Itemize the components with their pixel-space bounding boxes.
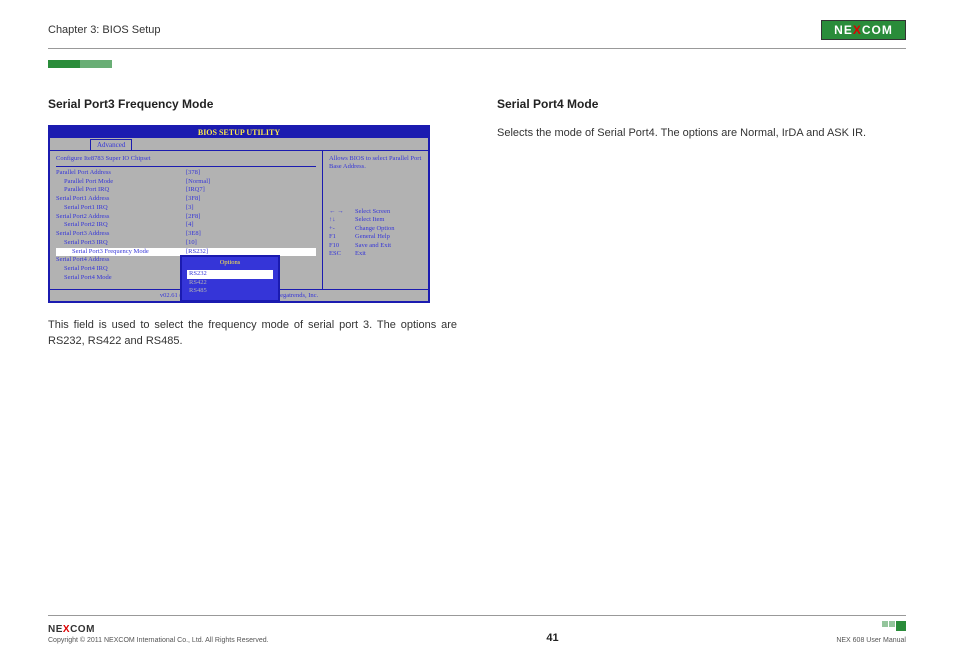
bios-nav-row: ← →Select Screen xyxy=(329,208,422,216)
bios-subtitle: Configure Ite8783 Super IO Chipset xyxy=(56,155,316,164)
page-footer: NEXCOM Copyright © 2011 NEXCOM Internati… xyxy=(48,615,906,644)
bios-nav-row: F1General Help xyxy=(329,233,422,241)
bios-options-popup: Options RS232RS422RS485 xyxy=(180,255,280,302)
bios-setting-row[interactable]: Serial Port3 IRQ[10] xyxy=(56,239,316,248)
bios-right-panel: Allows BIOS to select Parallel Port Base… xyxy=(323,151,428,289)
footer-decoration xyxy=(836,621,906,631)
bios-setting-row[interactable]: Serial Port2 IRQ[4] xyxy=(56,221,316,230)
bios-help-text: Allows BIOS to select Parallel Port Base… xyxy=(329,155,422,172)
bios-setting-label: Parallel Port IRQ xyxy=(56,186,186,195)
bios-left-panel: Configure Ite8783 Super IO Chipset Paral… xyxy=(50,151,323,289)
right-column: Serial Port4 Mode Selects the mode of Se… xyxy=(497,97,906,350)
bios-nav-row: ESCExit xyxy=(329,250,422,258)
bios-setting-label: Serial Port2 Address xyxy=(56,213,186,222)
page-header: Chapter 3: BIOS Setup NEXCOM xyxy=(48,20,906,49)
bios-setting-value: [3F8] xyxy=(186,195,316,204)
popup-option[interactable]: RS422 xyxy=(187,279,273,288)
bios-setting-row[interactable]: Serial Port3 Address[3E8] xyxy=(56,230,316,239)
content-columns: Serial Port3 Frequency Mode BIOS SETUP U… xyxy=(48,97,906,350)
bios-title: BIOS SETUP UTILITY xyxy=(50,127,428,138)
bios-setting-value: [4] xyxy=(186,221,316,230)
bios-nav-row: ↑↓Select Item xyxy=(329,216,422,224)
bios-setting-label: Serial Port4 Mode xyxy=(56,274,186,283)
header-decoration xyxy=(48,55,906,73)
popup-title: Options xyxy=(187,259,273,268)
bios-menubar: Advanced xyxy=(50,138,428,150)
footer-left: NEXCOM Copyright © 2011 NEXCOM Internati… xyxy=(48,624,269,644)
bios-main: Configure Ite8783 Super IO Chipset Paral… xyxy=(50,150,428,289)
bios-setting-label: Serial Port3 IRQ xyxy=(56,239,186,248)
bios-setting-value: [Normal] xyxy=(186,178,316,187)
bios-setting-label: Serial Port1 Address xyxy=(56,195,186,204)
bios-setting-row[interactable]: Serial Port2 Address[2F8] xyxy=(56,213,316,222)
chapter-title: Chapter 3: BIOS Setup xyxy=(48,24,161,36)
bios-setting-value: [378] xyxy=(186,169,316,178)
page-number: 41 xyxy=(546,632,558,644)
bios-setting-row[interactable]: Serial Port1 Address[3F8] xyxy=(56,195,316,204)
bios-setting-value: [3] xyxy=(186,204,316,213)
section-title-right: Serial Port4 Mode xyxy=(497,97,906,111)
manual-name: NEX 608 User Manual xyxy=(836,637,906,644)
bios-window: BIOS SETUP UTILITY Advanced Configure It… xyxy=(48,125,430,303)
bios-setting-value: [IRQ7] xyxy=(186,186,316,195)
bios-setting-value: [3E8] xyxy=(186,230,316,239)
footer-right: NEX 608 User Manual xyxy=(836,621,906,644)
popup-option[interactable]: RS485 xyxy=(187,287,273,296)
right-body-text: Selects the mode of Serial Port4. The op… xyxy=(497,125,906,142)
bios-setting-label: Serial Port3 Address xyxy=(56,230,186,239)
bios-setting-row[interactable]: Parallel Port Mode[Normal] xyxy=(56,178,316,187)
bios-setting-row[interactable]: Parallel Port IRQ[IRQ7] xyxy=(56,186,316,195)
bios-setting-row[interactable]: Serial Port1 IRQ[3] xyxy=(56,204,316,213)
section-title-left: Serial Port3 Frequency Mode xyxy=(48,97,457,111)
bios-setting-row[interactable]: Parallel Port Address[378] xyxy=(56,169,316,178)
bios-setting-label: Serial Port3 Frequency Mode xyxy=(56,248,186,257)
bios-nav-row: F10Save and Exit xyxy=(329,242,422,250)
left-column: Serial Port3 Frequency Mode BIOS SETUP U… xyxy=(48,97,457,350)
bios-setting-label: Serial Port1 IRQ xyxy=(56,204,186,213)
bios-setting-label: Serial Port4 IRQ xyxy=(56,265,186,274)
bios-setting-label: Parallel Port Address xyxy=(56,169,186,178)
bios-setting-label: Parallel Port Mode xyxy=(56,178,186,187)
left-body-text: This field is used to select the frequen… xyxy=(48,317,457,350)
brand-logo: NEXCOM xyxy=(821,20,906,40)
bios-setting-label: Serial Port4 Address xyxy=(56,256,186,265)
bios-nav-row: +-Change Option xyxy=(329,225,422,233)
bios-setting-value: [10] xyxy=(186,239,316,248)
copyright-text: Copyright © 2011 NEXCOM International Co… xyxy=(48,637,269,644)
footer-logo: NEXCOM xyxy=(48,624,269,635)
bios-setting-value: [2F8] xyxy=(186,213,316,222)
popup-option[interactable]: RS232 xyxy=(187,270,273,279)
bios-tab-advanced[interactable]: Advanced xyxy=(90,139,132,150)
bios-setting-label: Serial Port2 IRQ xyxy=(56,221,186,230)
